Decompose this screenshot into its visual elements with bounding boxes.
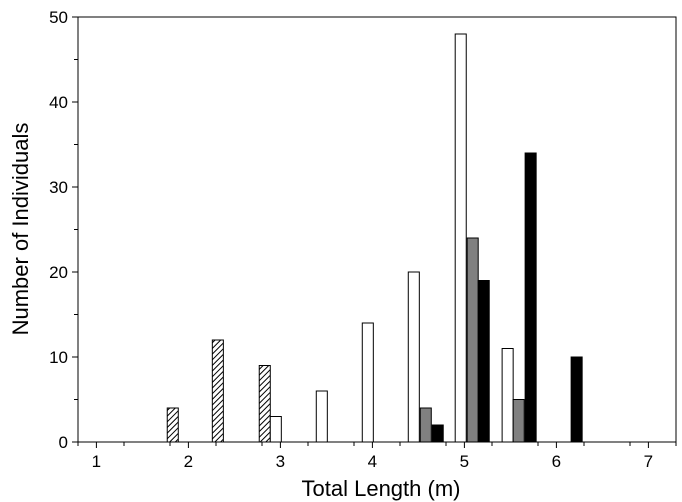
bar-black-0 [431, 424, 444, 443]
bar-black-1 [477, 280, 490, 443]
bar-black-3 [570, 356, 583, 443]
bar-hatched-2 [258, 365, 271, 443]
bar-hatched-1 [211, 339, 224, 443]
x-tick-label: 5 [460, 452, 469, 471]
y-tick-label: 10 [49, 348, 68, 367]
bars-group [166, 33, 583, 443]
y-axis-title: Number of Individuals [8, 123, 33, 336]
y-tick-label: 40 [49, 93, 68, 112]
bar-gray-2 [512, 399, 525, 443]
bar-white-3 [407, 271, 420, 443]
y-tick-label: 50 [49, 8, 68, 27]
plot-frame [77, 16, 677, 443]
bar-black-2 [524, 152, 537, 443]
axis-ticks: 1 2 3 4 5 6 7 0 10 20 30 40 50 [49, 8, 677, 471]
bar-white-1 [315, 390, 328, 443]
x-tick-label: 7 [644, 452, 653, 471]
bar-white-4 [454, 33, 467, 443]
x-axis-title: Total Length (m) [302, 476, 461, 501]
y-tick-label: 30 [49, 178, 68, 197]
bar-gray-1 [466, 237, 479, 443]
bar-white-0 [269, 416, 282, 443]
bar-white-2 [361, 322, 374, 443]
x-tick-label: 1 [92, 452, 101, 471]
x-tick-label: 2 [184, 452, 193, 471]
y-tick-label: 20 [49, 263, 68, 282]
x-tick-label: 3 [276, 452, 285, 471]
x-tick-label: 6 [552, 452, 561, 471]
bar-white-5 [501, 348, 514, 443]
y-tick-label: 0 [59, 433, 68, 452]
bar-hatched-0 [166, 407, 179, 443]
bar-gray-0 [419, 407, 432, 443]
x-tick-label: 4 [368, 452, 377, 471]
